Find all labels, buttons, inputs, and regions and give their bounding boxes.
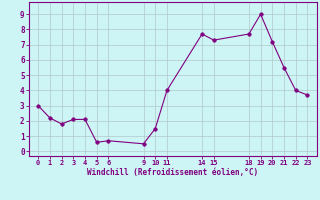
X-axis label: Windchill (Refroidissement éolien,°C): Windchill (Refroidissement éolien,°C) bbox=[87, 168, 258, 177]
